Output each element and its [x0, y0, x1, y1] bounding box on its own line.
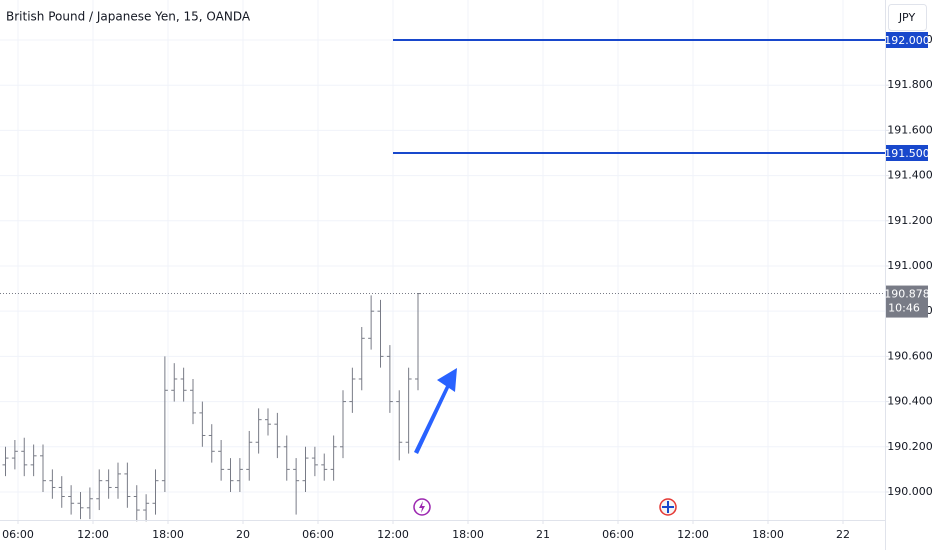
y-tick-label: 191.400: [887, 169, 932, 182]
x-tick-label: 06:00: [302, 528, 334, 541]
marks: [0, 39, 885, 522]
y-tick-label: 190.000: [887, 485, 932, 498]
countdown-label: 10:46: [888, 302, 920, 315]
level-price-box: [886, 144, 928, 161]
grid: [0, 0, 885, 520]
x-tick-label: 12:00: [677, 528, 709, 541]
arrow-annotation: [414, 368, 457, 454]
last-price-label: 190.878: [884, 288, 930, 301]
x-tick-label: 20: [236, 528, 250, 541]
level-price-box: [886, 32, 928, 48]
level-price-label: 191.500: [884, 147, 930, 160]
last-price-box: [886, 285, 928, 318]
currency-button[interactable]: [888, 4, 927, 31]
y-tick-label: 190.600: [887, 349, 932, 362]
currency-label[interactable]: JPY: [898, 11, 916, 24]
x-tick-label: 18:00: [152, 528, 184, 541]
flag-icon-cross: [662, 501, 674, 513]
x-tick-label: 18:00: [752, 528, 784, 541]
y-tick-label: 190.400: [887, 395, 932, 408]
x-tick-label: 06:00: [2, 528, 34, 541]
y-tick-label: 191.000: [887, 259, 932, 272]
y-tick-label: 191.200: [887, 214, 932, 227]
x-tick-label: 12:00: [77, 528, 109, 541]
y-tick-label: 191.800: [887, 78, 932, 91]
x-tick-label: 22: [836, 528, 850, 541]
level-price-label: 192.000: [884, 34, 930, 47]
x-tick-label: 18:00: [452, 528, 484, 541]
y-tick-label: 191.600: [887, 123, 932, 136]
x-tick-label: 21: [536, 528, 550, 541]
event-icon-bolt: [419, 501, 425, 513]
x-tick-label: 06:00: [602, 528, 634, 541]
chart-title: British Pound / Japanese Yen, 15, OANDA: [6, 10, 251, 24]
y-tick-label: 190.200: [887, 440, 932, 453]
x-tick-label: 12:00: [377, 528, 409, 541]
